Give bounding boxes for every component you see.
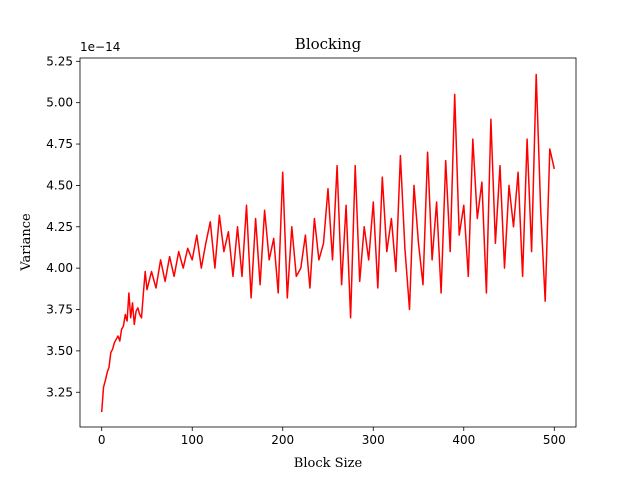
- plot-frame: [79, 57, 577, 428]
- y-tick-label: 5.25: [46, 54, 73, 68]
- y-tick-label: 3.25: [46, 385, 73, 399]
- y-tick-label: 3.50: [46, 344, 73, 358]
- y-offset-label: 1e−14: [80, 40, 120, 54]
- x-tick-label: 0: [98, 433, 106, 447]
- x-tick-label: 500: [543, 433, 566, 447]
- y-tick-label: 4.25: [46, 220, 73, 234]
- x-tick-label: 300: [362, 433, 385, 447]
- x-axis-title: Block Size: [294, 456, 363, 471]
- plot-area: 0 100 200 300 400 500 3.25 3.50 3.75 4.00 4.25 4.50…: [46, 54, 577, 447]
- y-tick-label: 4.75: [46, 137, 73, 151]
- chart-title: Blocking: [295, 35, 362, 53]
- series-line: [100, 73, 556, 413]
- x-tick-label: 200: [271, 433, 294, 447]
- x-tick-label: 400: [452, 433, 475, 447]
- y-tick-label: 4.00: [46, 261, 73, 275]
- y-tick-label: 3.75: [46, 303, 73, 317]
- y-axis-title: Variance: [19, 213, 34, 272]
- y-tick-label: 5.00: [46, 96, 73, 110]
- y-tick-label: 4.50: [46, 178, 73, 192]
- x-tick-label: 100: [181, 433, 204, 447]
